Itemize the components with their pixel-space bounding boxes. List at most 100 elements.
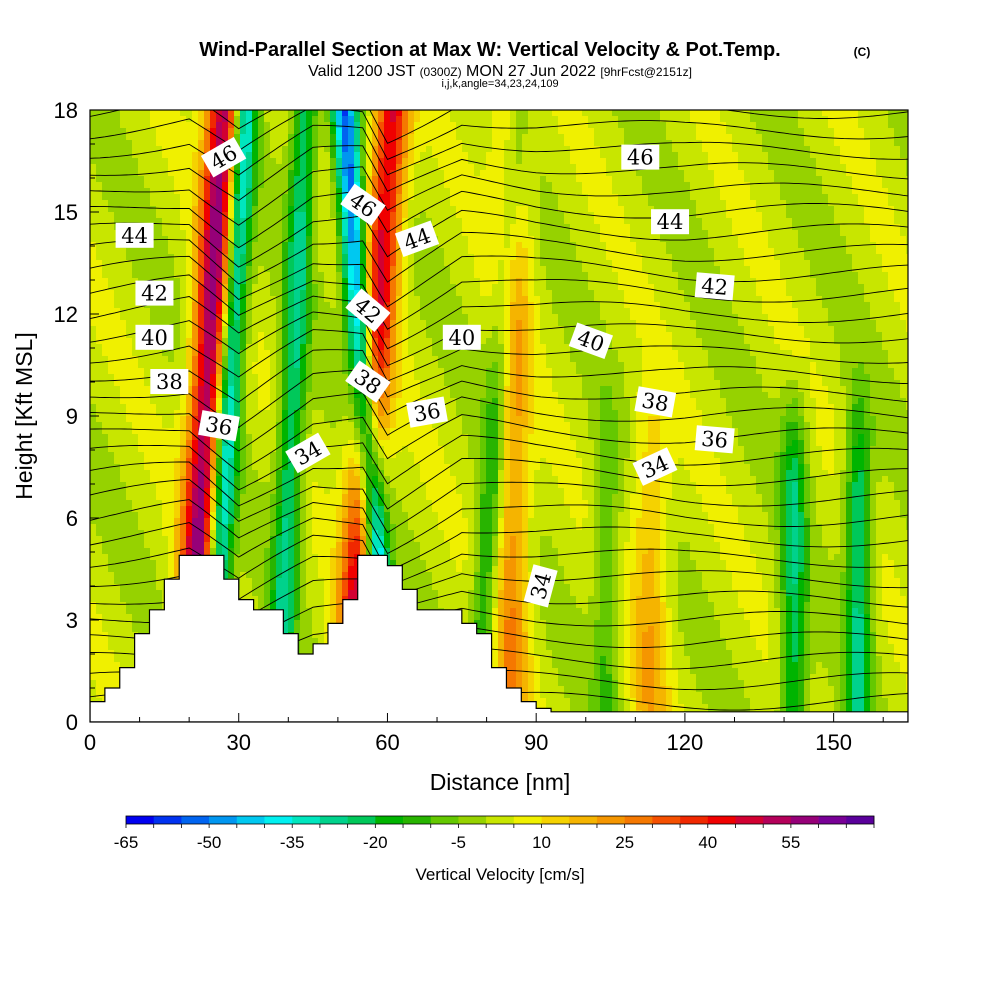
- heatmap-cell: [846, 302, 853, 309]
- heatmap-cell: [462, 290, 469, 297]
- heatmap-cell: [780, 176, 787, 183]
- heatmap-cell: [102, 194, 109, 201]
- heatmap-cell: [756, 236, 763, 243]
- heatmap-cell: [780, 290, 787, 297]
- heatmap-cell: [90, 110, 97, 117]
- heatmap-cell: [786, 110, 793, 117]
- heatmap-cell: [270, 236, 277, 243]
- heatmap-cell: [360, 272, 367, 279]
- heatmap-cell: [168, 152, 175, 159]
- heatmap-cell: [822, 176, 829, 183]
- heatmap-cell: [864, 212, 871, 219]
- heatmap-cell: [864, 146, 871, 153]
- heatmap-cell: [90, 236, 97, 243]
- heatmap-cell: [258, 296, 265, 303]
- heatmap-cell: [582, 248, 589, 255]
- heatmap-cell: [690, 242, 697, 249]
- heatmap-cell: [630, 176, 637, 183]
- heatmap-cell: [138, 146, 145, 153]
- heatmap-cell: [750, 254, 757, 261]
- heatmap-cell: [264, 188, 271, 195]
- heatmap-cell: [474, 164, 481, 171]
- heatmap-cell: [294, 278, 301, 285]
- heatmap-cell: [510, 290, 517, 297]
- heatmap-cell: [642, 224, 649, 231]
- heatmap-cell: [528, 158, 535, 165]
- heatmap-cell: [156, 206, 163, 213]
- heatmap-cell: [834, 284, 841, 291]
- heatmap-cell: [402, 194, 409, 201]
- heatmap-cell: [306, 326, 313, 333]
- heatmap-cell: [186, 212, 193, 219]
- heatmap-cell: [432, 122, 439, 129]
- heatmap-cell: [540, 218, 547, 225]
- heatmap-cell: [594, 236, 601, 243]
- heatmap-cell: [666, 236, 673, 243]
- heatmap-cell: [696, 110, 703, 117]
- heatmap-cell: [204, 140, 211, 147]
- heatmap-cell: [294, 230, 301, 237]
- heatmap-cell: [846, 182, 853, 189]
- heatmap-cell: [780, 284, 787, 291]
- heatmap-cell: [216, 242, 223, 249]
- heatmap-cell: [690, 206, 697, 213]
- heatmap-cell: [822, 290, 829, 297]
- heatmap-cell: [318, 158, 325, 165]
- heatmap-cell: [516, 314, 523, 321]
- heatmap-cell: [588, 290, 595, 297]
- heatmap-cell: [792, 176, 799, 183]
- heatmap-cell: [426, 146, 433, 153]
- heatmap-cell: [474, 182, 481, 189]
- heatmap-cell: [720, 260, 727, 267]
- heatmap-cell: [654, 290, 661, 297]
- heatmap-cell: [870, 158, 877, 165]
- heatmap-cell: [588, 176, 595, 183]
- heatmap-cell: [870, 146, 877, 153]
- heatmap-cell: [234, 284, 241, 291]
- heatmap-cell: [114, 248, 121, 255]
- heatmap-cell: [768, 134, 775, 141]
- heatmap-cell: [96, 212, 103, 219]
- heatmap-cell: [708, 302, 715, 309]
- heatmap-cell: [606, 302, 613, 309]
- heatmap-cell: [834, 128, 841, 135]
- heatmap-cell: [564, 188, 571, 195]
- heatmap-cell: [852, 284, 859, 291]
- heatmap-cell: [648, 182, 655, 189]
- heatmap-cell: [798, 278, 805, 285]
- heatmap-cell: [522, 236, 529, 243]
- heatmap-cell: [588, 194, 595, 201]
- heatmap-cell: [642, 320, 649, 327]
- heatmap-cell: [624, 182, 631, 189]
- heatmap-cell: [576, 140, 583, 147]
- heatmap-cell: [870, 218, 877, 225]
- heatmap-cell: [528, 314, 535, 321]
- heatmap-cell: [132, 284, 139, 291]
- heatmap-cell: [234, 278, 241, 285]
- heatmap-cell: [504, 146, 511, 153]
- heatmap-cell: [768, 152, 775, 159]
- heatmap-cell: [630, 278, 637, 285]
- heatmap-cell: [732, 296, 739, 303]
- heatmap-cell: [318, 212, 325, 219]
- heatmap-cell: [534, 254, 541, 261]
- heatmap-cell: [258, 212, 265, 219]
- heatmap-cell: [294, 302, 301, 309]
- heatmap-cell: [378, 152, 385, 159]
- heatmap-cell: [696, 200, 703, 207]
- heatmap-cell: [546, 278, 553, 285]
- heatmap-cell: [120, 170, 127, 177]
- heatmap-cell: [282, 182, 289, 189]
- heatmap-cell: [876, 146, 883, 153]
- heatmap-cell: [558, 110, 565, 117]
- heatmap-cell: [198, 122, 205, 129]
- heatmap-cell: [690, 296, 697, 303]
- heatmap-cell: [474, 176, 481, 183]
- heatmap-cell: [390, 176, 397, 183]
- heatmap-cell: [204, 302, 211, 309]
- heatmap-cell: [192, 266, 199, 273]
- heatmap-cell: [696, 122, 703, 129]
- heatmap-cell: [732, 224, 739, 231]
- heatmap-cell: [150, 314, 157, 321]
- heatmap-cell: [126, 326, 133, 333]
